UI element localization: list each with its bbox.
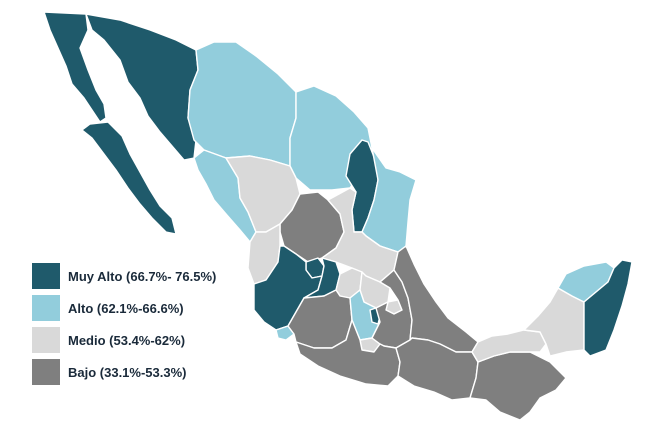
region-guerrero[interactable] <box>295 319 401 387</box>
legend-label: Alto (62.1%-66.6%) <box>68 300 184 316</box>
map-legend: Muy Alto (66.7%- 76.5%) Alto (62.1%-66.6… <box>32 260 216 388</box>
region-tabasco[interactable] <box>471 329 547 363</box>
legend-item-alto: Alto (62.1%-66.6%) <box>32 292 216 324</box>
legend-item-bajo: Bajo (33.1%-53.3%) <box>32 356 216 388</box>
legend-swatch <box>32 359 60 385</box>
legend-label: Muy Alto (66.7%- 76.5%) <box>68 268 217 284</box>
region-colima[interactable] <box>275 325 295 341</box>
region-baja-california-sur[interactable] <box>81 121 177 235</box>
legend-item-medio: Medio (53.4%-62%) <box>32 324 216 356</box>
legend-label: Medio (53.4%-62%) <box>68 332 186 348</box>
legend-swatch <box>32 327 60 353</box>
legend-swatch <box>32 295 60 321</box>
region-chihuahua[interactable] <box>187 41 297 167</box>
legend-label: Bajo (33.1%-53.3%) <box>68 364 187 380</box>
legend-item-muy-alto: Muy Alto (66.7%- 76.5%) <box>32 260 216 292</box>
region-quintana-roo[interactable] <box>583 259 633 357</box>
region-baja-california[interactable] <box>43 11 107 123</box>
region-chiapas[interactable] <box>469 351 567 421</box>
legend-swatch <box>32 263 60 289</box>
region-sonora[interactable] <box>85 13 199 161</box>
